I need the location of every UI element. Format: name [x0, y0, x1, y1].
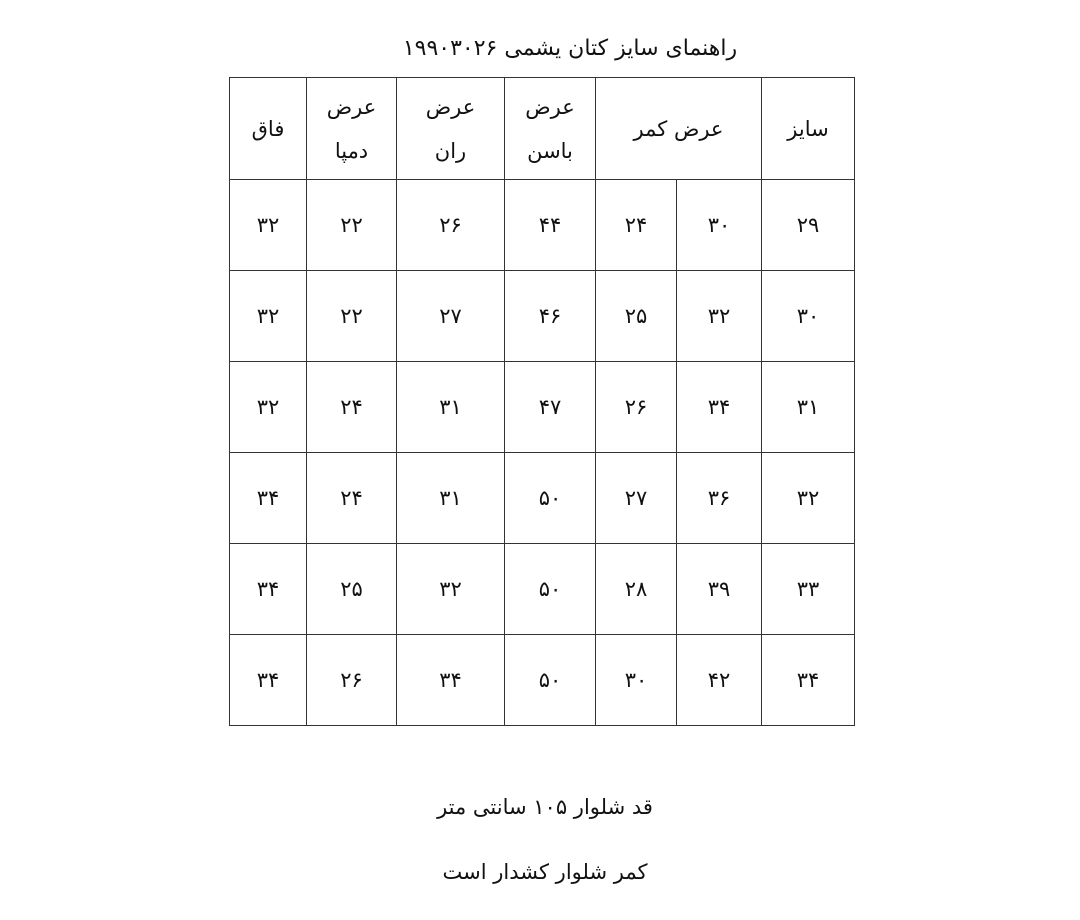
table-cell: ۳۱ — [396, 452, 505, 544]
table-cell: ۳۴ — [676, 361, 762, 453]
page-title: راهنمای سایز کتان یشمی ۱۹۹۰۳۰۲۶ — [402, 36, 738, 61]
table-cell: ۳۲ — [761, 452, 855, 544]
table-cell: ۳۱ — [761, 361, 855, 453]
table-cell: ۳۴ — [229, 452, 307, 544]
table-cell: ۳۶ — [676, 452, 762, 544]
table-row: ۳۰ ۳۲ ۲۵ ۴۶ ۲۷ ۲۲ ۳۲ — [229, 270, 855, 362]
table-cell: ۳۴ — [761, 634, 855, 726]
table-cell: ۳۳ — [761, 543, 855, 635]
table-cell: ۲۲ — [306, 270, 397, 362]
table-cell: ۲۶ — [396, 179, 505, 271]
table-cell: ۳۲ — [229, 179, 307, 271]
table-cell: ۲۴ — [306, 361, 397, 453]
header-rise: فاق — [229, 77, 307, 180]
table-cell: ۳۲ — [229, 270, 307, 362]
table-cell: ۵۰ — [504, 543, 596, 635]
table-cell: ۳۲ — [676, 270, 762, 362]
table-cell: ۳۰ — [761, 270, 855, 362]
table-cell: ۲۴ — [306, 452, 397, 544]
note-length: قد شلوار ۱۰۵ سانتی متر — [437, 795, 653, 819]
table-cell: ۲۶ — [306, 634, 397, 726]
table-cell: ۳۴ — [229, 543, 307, 635]
table-cell: ۳۴ — [396, 634, 505, 726]
size-table: سایز عرض کمر عرض باسن عرض ران عرض دمپا فاق … — [229, 77, 855, 726]
table-cell: ۴۲ — [676, 634, 762, 726]
table-cell: ۲۴ — [595, 179, 677, 271]
table-cell: ۴۶ — [504, 270, 596, 362]
header-thigh-line1: عرض — [425, 94, 476, 119]
header-hip-line2: باسن — [527, 138, 573, 163]
table-row: ۳۳ ۳۹ ۲۸ ۵۰ ۳۲ ۲۵ ۳۴ — [229, 543, 855, 635]
table-cell: ۲۷ — [396, 270, 505, 362]
table-cell: ۲۲ — [306, 179, 397, 271]
table-cell: ۴۷ — [504, 361, 596, 453]
table-row: ۳۱ ۳۴ ۲۶ ۴۷ ۳۱ ۲۴ ۳۲ — [229, 361, 855, 453]
header-hip: عرض باسن — [504, 77, 596, 180]
header-hem-line1: عرض — [326, 94, 377, 119]
header-thigh-line2: ران — [434, 138, 467, 163]
note-elastic-waist: کمر شلوار کشدار است — [442, 860, 648, 884]
table-cell: ۳۲ — [396, 543, 505, 635]
table-cell: ۵۰ — [504, 452, 596, 544]
table-cell: ۳۲ — [229, 361, 307, 453]
table-cell: ۲۵ — [595, 270, 677, 362]
table-cell: ۴۴ — [504, 179, 596, 271]
table-cell: ۲۶ — [595, 361, 677, 453]
table-cell: ۲۸ — [595, 543, 677, 635]
header-hem: عرض دمپا — [306, 77, 397, 180]
table-cell: ۲۹ — [761, 179, 855, 271]
header-hip-line1: عرض — [525, 94, 575, 119]
table-cell: ۵۰ — [504, 634, 596, 726]
table-cell: ۲۵ — [306, 543, 397, 635]
header-size: سایز — [761, 77, 855, 180]
table-cell: ۳۱ — [396, 361, 505, 453]
table-row: ۳۴ ۴۲ ۳۰ ۵۰ ۳۴ ۲۶ ۳۴ — [229, 634, 855, 726]
table-cell: ۳۰ — [676, 179, 762, 271]
table-row: ۲۹ ۳۰ ۲۴ ۴۴ ۲۶ ۲۲ ۳۲ — [229, 179, 855, 271]
table-cell: ۳۹ — [676, 543, 762, 635]
table-cell: ۳۰ — [595, 634, 677, 726]
table-cell: ۲۷ — [595, 452, 677, 544]
header-thigh: عرض ران — [396, 77, 505, 180]
table-row: ۳۲ ۳۶ ۲۷ ۵۰ ۳۱ ۲۴ ۳۴ — [229, 452, 855, 544]
header-hem-line2: دمپا — [334, 138, 369, 163]
header-waist: عرض کمر — [595, 77, 762, 180]
table-cell: ۳۴ — [229, 634, 307, 726]
header-row: سایز عرض کمر عرض باسن عرض ران عرض دمپا فاق — [229, 77, 855, 180]
